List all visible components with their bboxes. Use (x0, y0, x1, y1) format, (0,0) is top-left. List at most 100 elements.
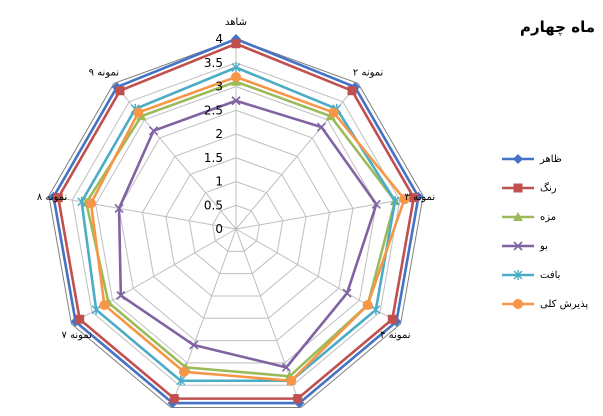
data-point (85, 198, 96, 209)
data-point (387, 314, 397, 324)
axis-label: نمونه ۹ (89, 67, 119, 78)
series-line (80, 66, 397, 383)
data-point (316, 122, 327, 132)
legend-marker (513, 212, 523, 221)
grid-spoke (48, 195, 237, 230)
legend-item: مزه (500, 208, 600, 232)
tick-label: 1.5 (204, 151, 223, 165)
legend-marker (513, 241, 523, 251)
data-point (75, 314, 85, 324)
tick-label: 2.5 (204, 103, 223, 117)
tick-label: 4 (215, 32, 223, 46)
legend-label: رنگ (540, 183, 557, 194)
data-point (169, 394, 179, 404)
data-point (347, 86, 357, 96)
axis-label: نمونه ۸ (37, 192, 67, 203)
tick-label: 0 (215, 222, 223, 236)
data-point (114, 203, 124, 213)
grid-spoke (71, 228, 237, 325)
grid-ring (48, 38, 424, 409)
data-point (342, 288, 352, 298)
tick-label: 3 (215, 80, 223, 94)
legend-item: پذیرش کلی (500, 295, 600, 319)
series-line (89, 75, 406, 383)
chart-title: ماه چهارم (520, 18, 595, 36)
legend-item: رنگ (500, 179, 600, 203)
grid-ring (118, 109, 354, 342)
data-point (189, 340, 199, 350)
legend-marker (513, 154, 523, 164)
legend-swatch (502, 212, 534, 221)
grid-ring (212, 204, 260, 252)
data-point (115, 86, 125, 96)
grid-spoke (235, 228, 401, 325)
legend-label: پذیرش کلی (540, 299, 589, 310)
legend-marker (513, 183, 523, 193)
series-line (56, 42, 416, 400)
data-point (179, 366, 190, 377)
axis-label: شاهد (225, 17, 247, 28)
series-2 (53, 39, 419, 404)
data-point (91, 304, 101, 315)
legend-label: مزه (540, 212, 557, 223)
series-group (48, 34, 424, 409)
data-point (390, 195, 400, 206)
legend: ظاهر رنگ مزه بو بافت پذیرش کلی (500, 150, 600, 324)
grid-ring (141, 133, 331, 319)
data-point (99, 300, 110, 310)
legend-item: بو (500, 237, 600, 261)
data-point (281, 362, 291, 372)
data-point (362, 300, 373, 310)
grid-ring (95, 85, 377, 364)
data-point (77, 196, 87, 207)
legend-marker (513, 299, 523, 309)
series-5 (77, 62, 400, 386)
legend-label: ظاهر (540, 154, 562, 165)
grid-ring (165, 157, 307, 297)
grid-ring (188, 180, 284, 275)
data-point (231, 72, 241, 82)
data-point (371, 304, 381, 315)
data-point (116, 290, 126, 301)
axis-label: نمونه ۴ (380, 330, 410, 341)
legend-label: بو (540, 241, 548, 252)
data-point (231, 96, 241, 106)
data-point (293, 394, 303, 404)
axis-label: نمونه ۲ (353, 67, 383, 78)
data-point (231, 39, 241, 49)
legend-item: بافت (500, 266, 600, 290)
axis-label: نمونه ۳ (405, 192, 435, 203)
tick-label: 0.5 (204, 198, 223, 212)
data-point (148, 126, 159, 136)
data-point (328, 107, 339, 118)
axis-label: نمونه ۷ (61, 330, 91, 341)
data-point (53, 193, 63, 203)
grid (48, 38, 424, 409)
data-point (176, 375, 186, 386)
data-point (286, 375, 297, 386)
series-line (52, 37, 420, 405)
grid-spoke (235, 195, 424, 230)
legend-swatch (502, 270, 534, 280)
tick-label: 1 (215, 175, 223, 189)
series-line (117, 99, 378, 369)
legend-swatch (502, 183, 534, 193)
legend-swatch (502, 154, 534, 164)
tick-label: 3.5 (204, 56, 223, 70)
grid-ring (71, 62, 401, 386)
data-point (231, 62, 241, 73)
legend-swatch (502, 241, 534, 251)
data-point (399, 194, 410, 205)
legend-item: ظاهر (500, 150, 600, 174)
legend-label: بافت (540, 270, 561, 281)
tick-label: 2 (215, 127, 223, 141)
tick-labels: 0 0.5 1 1.5 2 2.5 3 3.5 4 (204, 32, 223, 236)
legend-swatch (502, 299, 534, 309)
grid-spoke (170, 228, 237, 408)
legend-marker (513, 270, 523, 280)
data-point (133, 107, 144, 118)
data-point (371, 199, 381, 209)
data-point (409, 193, 419, 203)
series-4 (114, 96, 381, 372)
